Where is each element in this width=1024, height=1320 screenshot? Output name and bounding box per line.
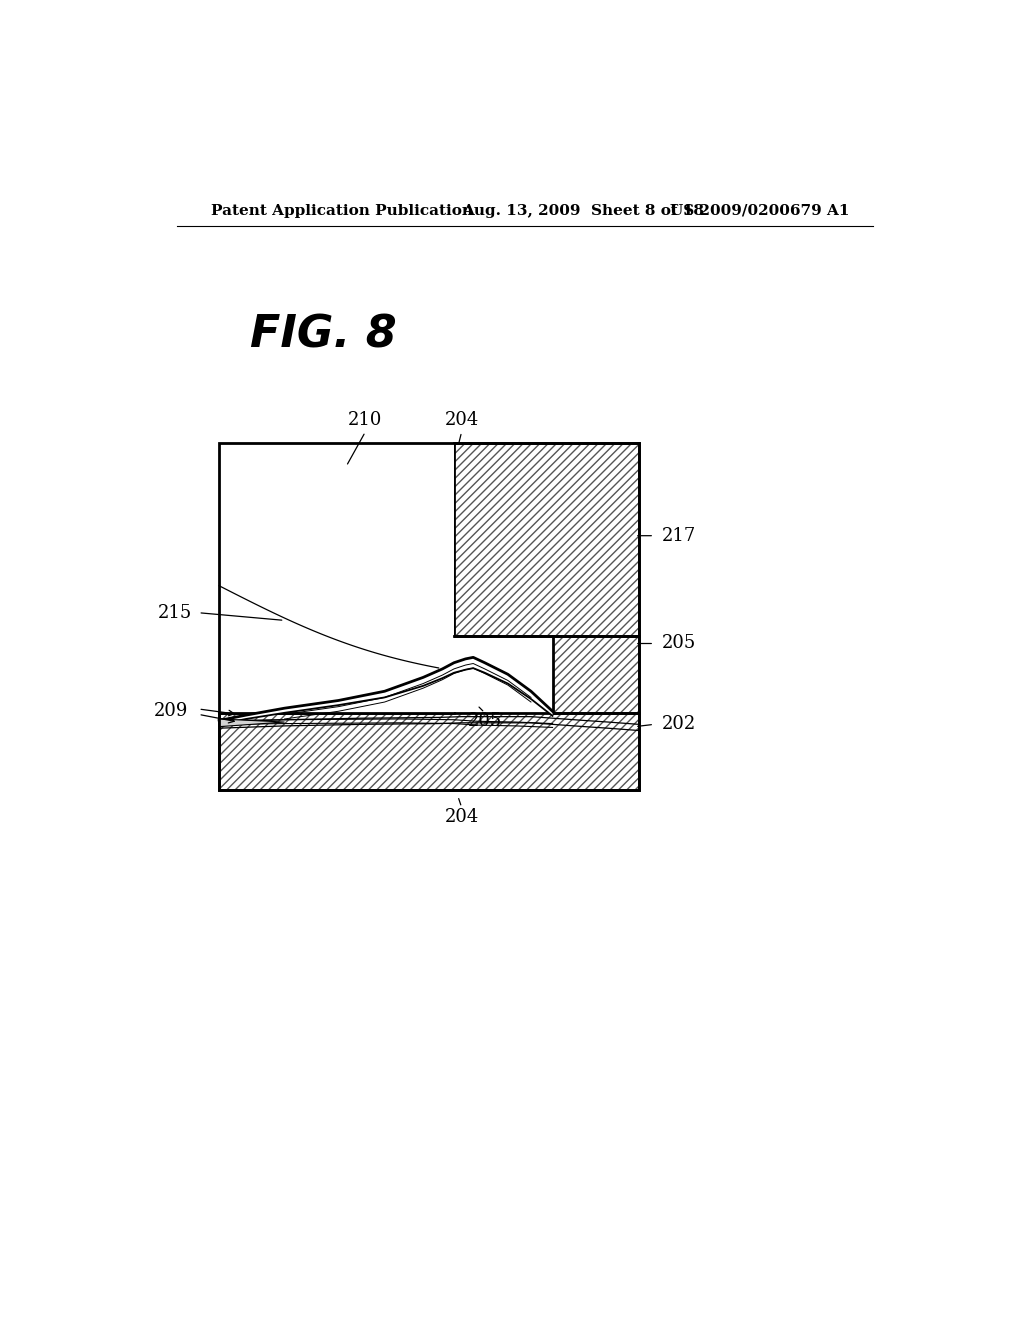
Bar [219,444,639,789]
Polygon shape [219,657,553,725]
Text: 210: 210 [348,412,383,429]
Text: FIG. 8: FIG. 8 [250,314,396,356]
Text: Patent Application Publication: Patent Application Publication [211,203,473,218]
Text: 204: 204 [444,412,479,429]
Text: 205: 205 [662,635,696,652]
Polygon shape [219,719,285,726]
Text: 209: 209 [154,702,188,721]
Polygon shape [454,444,639,636]
Text: 215: 215 [158,603,193,622]
Text: 205: 205 [468,711,502,730]
Text: Aug. 13, 2009  Sheet 8 of 18: Aug. 13, 2009 Sheet 8 of 18 [462,203,703,218]
Text: 202: 202 [662,715,696,734]
Polygon shape [219,444,454,713]
Text: 204: 204 [444,808,479,826]
Text: 217: 217 [662,527,696,545]
Text: US 2009/0200679 A1: US 2009/0200679 A1 [670,203,849,218]
Polygon shape [553,636,639,713]
Polygon shape [219,713,639,789]
